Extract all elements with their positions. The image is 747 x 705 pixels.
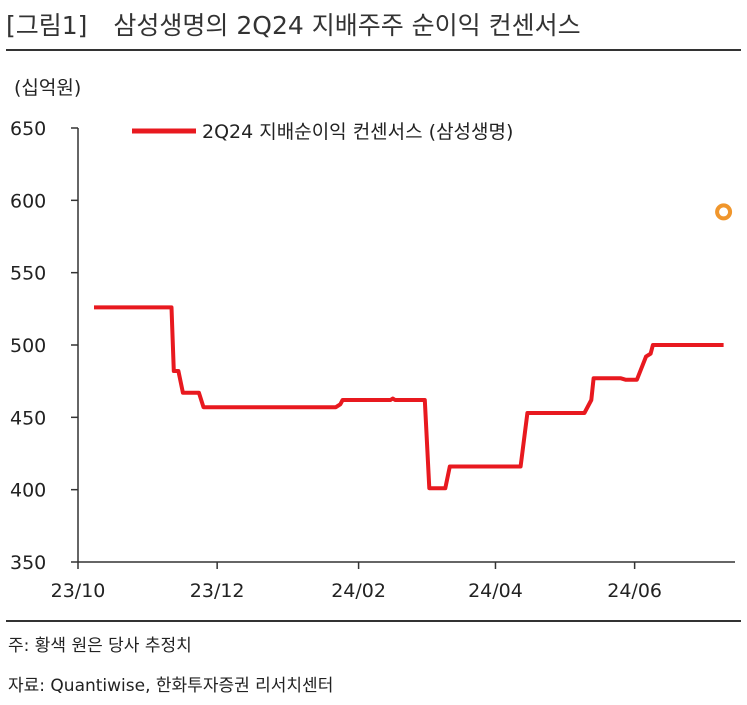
x-tick-label: 24/04 xyxy=(468,580,523,602)
series-layer xyxy=(94,203,733,491)
figure-tag: [그림1] xyxy=(6,11,88,40)
y-axis-ticks: 350 400 450 500 550 600 650 xyxy=(10,118,78,574)
y-tick-label: 450 xyxy=(10,407,46,429)
estimate-point xyxy=(715,203,733,221)
chart-axes xyxy=(77,128,735,563)
y-tick-label: 600 xyxy=(10,190,46,212)
consensus-series-line xyxy=(94,305,724,491)
x-tick-label: 24/06 xyxy=(607,580,662,602)
x-axis-ticks: 23/10 23/12 24/02 24/04 24/06 xyxy=(51,562,662,602)
y-tick-label: 400 xyxy=(10,480,46,502)
x-tick-label: 23/12 xyxy=(190,580,245,602)
y-tick-label: 350 xyxy=(10,552,46,574)
x-tick-label: 24/02 xyxy=(331,580,386,602)
y-tick-label: 550 xyxy=(10,263,46,285)
figure-title: 삼성생명의 2Q24 지배주주 순이익 컨센서스 xyxy=(113,11,581,40)
y-unit-label: (십억원) xyxy=(14,77,82,99)
legend: 2Q24 지배순이익 컨센서스 (삼성생명) xyxy=(132,121,513,143)
x-tick-label: 23/10 xyxy=(51,580,106,602)
figure-header: [그림1] 삼성생명의 2Q24 지배주주 순이익 컨센서스 xyxy=(6,2,581,46)
source-note: 자료: Quantiwise, 한화투자증권 리서치센터 xyxy=(8,676,334,696)
legend-label: 2Q24 지배순이익 컨센서스 (삼성생명) xyxy=(202,121,513,143)
estimate-note: 주: 황색 원은 당사 추정치 xyxy=(8,636,192,656)
y-tick-label: 650 xyxy=(10,118,46,140)
title-divider xyxy=(6,49,741,51)
bottom-divider xyxy=(6,620,741,622)
y-tick-label: 500 xyxy=(10,335,46,357)
